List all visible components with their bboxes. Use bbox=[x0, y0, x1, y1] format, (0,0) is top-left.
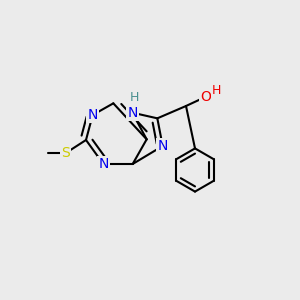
Text: O: O bbox=[201, 90, 212, 104]
Text: N: N bbox=[158, 139, 168, 153]
Text: N: N bbox=[98, 157, 109, 171]
Text: H: H bbox=[130, 91, 140, 103]
Text: N: N bbox=[88, 108, 98, 122]
Text: H: H bbox=[212, 84, 221, 97]
Text: N: N bbox=[127, 106, 137, 120]
Text: S: S bbox=[61, 146, 70, 160]
